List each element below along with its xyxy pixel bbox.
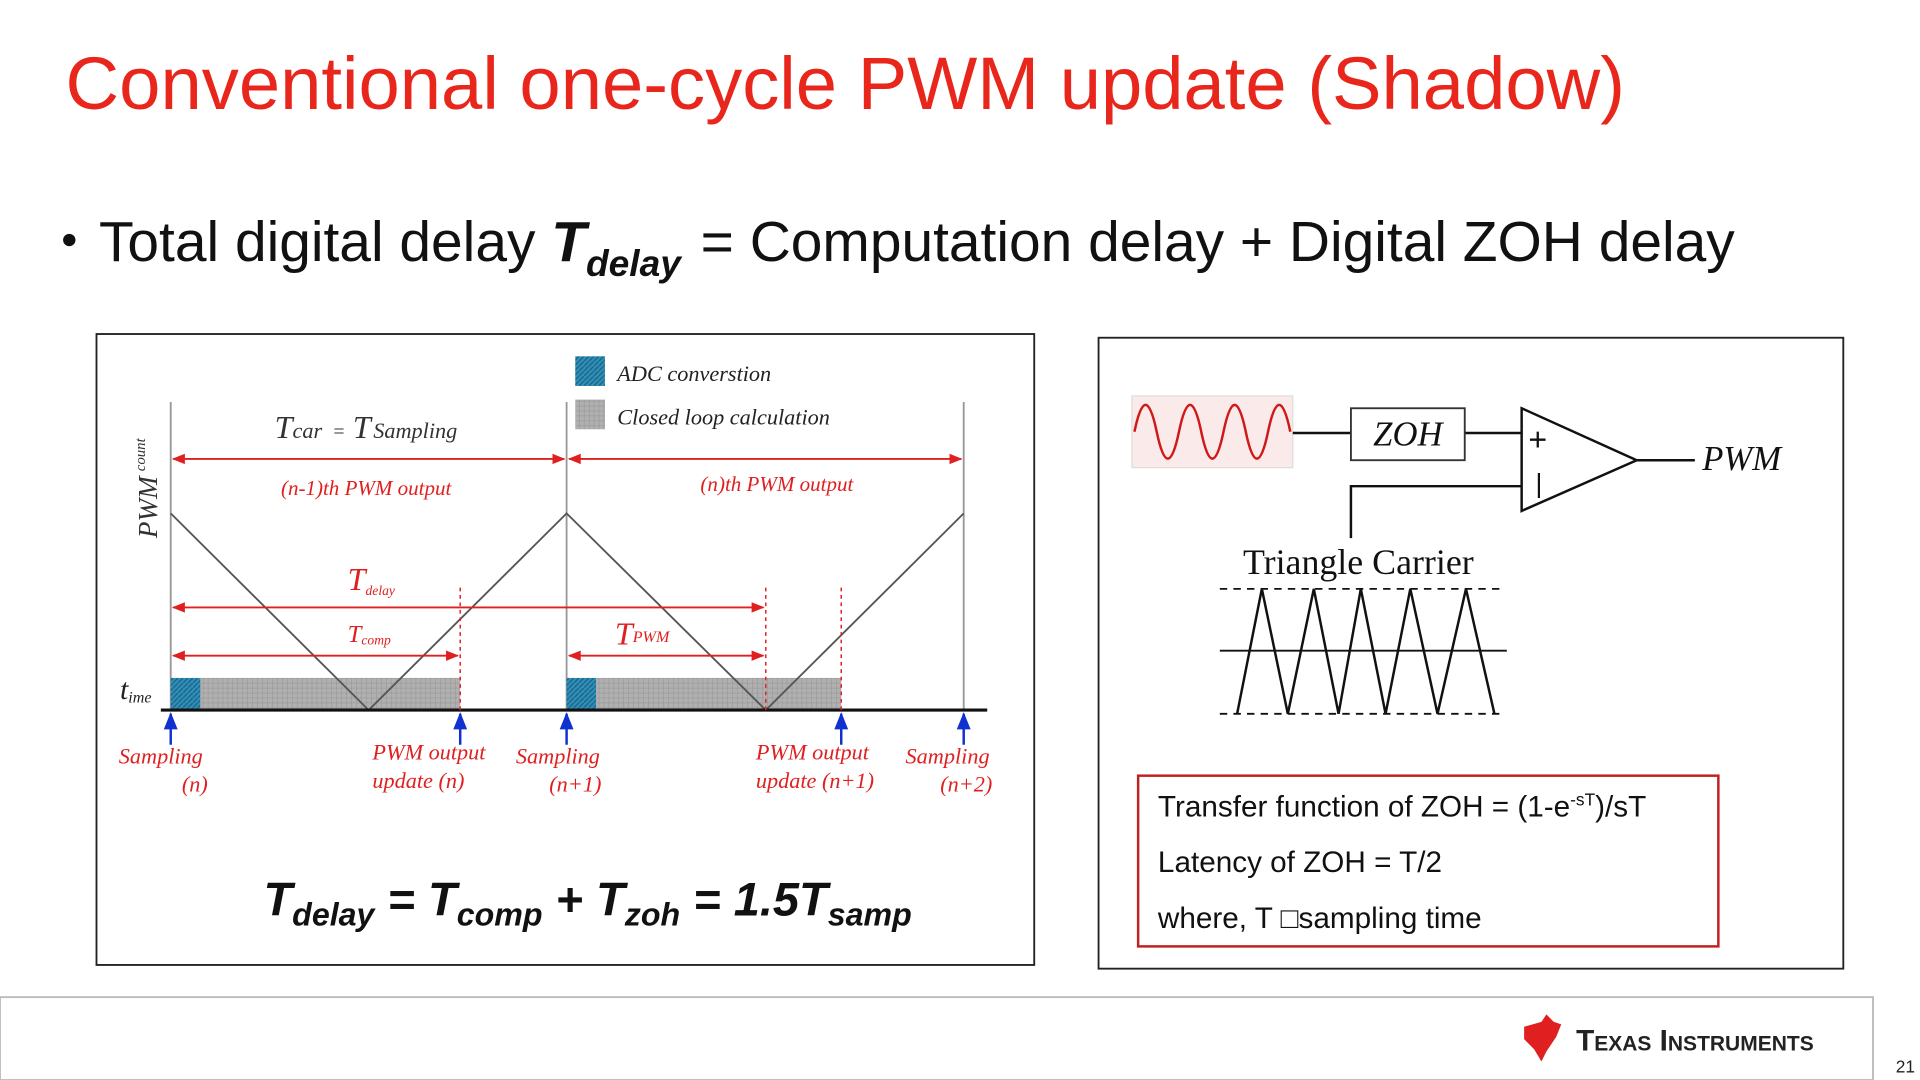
block-diagram: ZOH + | PWM Triangle Carrier Transfer fu… [1097, 336, 1845, 970]
formula-main: T [428, 872, 461, 925]
label-sub: car [293, 418, 323, 443]
period-lines [169, 402, 965, 711]
formula-sub: zoh [624, 896, 680, 932]
label-main: T [615, 616, 635, 652]
diagram-frame [95, 333, 1036, 966]
bullet-symbol: T [551, 210, 590, 274]
update-lines [459, 587, 842, 711]
carrier-wave [170, 512, 965, 712]
bullet-after: = Computation delay + Digital ZOH delay [701, 210, 1736, 274]
event-label: (n) [182, 772, 208, 797]
tdelay-label: Tdelay [348, 561, 396, 598]
event-label: Sampling [906, 743, 990, 768]
red-arrows [171, 453, 963, 661]
comparator [1520, 406, 1640, 513]
formula-main: T [263, 872, 296, 925]
wires [1292, 431, 1695, 539]
formula-main: T [596, 872, 629, 925]
event-label: Sampling [119, 743, 203, 768]
event-label: update (n+1) [756, 768, 874, 793]
event-label: (n+1) [549, 772, 601, 797]
bullet-text: Total digital delay Tdelay = Computation … [99, 210, 1735, 284]
label-sub: PWM [632, 629, 671, 646]
legend-adc [575, 356, 605, 386]
note-part: Transfer function of ZOH = (1-e [1158, 790, 1570, 823]
brand-name: Texas Instruments [1576, 1024, 1814, 1057]
carrier-plot [1219, 587, 1507, 715]
label-sub: delay [366, 583, 396, 598]
notes-box [1136, 774, 1720, 948]
slide-title: Conventional one-cycle PWM update (Shado… [66, 42, 1625, 125]
legend-label: Closed loop calculation [617, 404, 830, 429]
calc-block [200, 677, 461, 711]
footer-bar [0, 996, 1874, 1080]
event-label: Sampling [516, 743, 600, 768]
event-label: update (n) [372, 768, 464, 793]
formula-op: = [387, 872, 414, 925]
ti-logo [1524, 1014, 1562, 1062]
period-label: (n)th PWM output [700, 472, 854, 496]
signal-wave [1133, 403, 1292, 460]
event-labels: Sampling (n) PWM output update (n) Samplin… [119, 740, 993, 797]
note-sup: -sT [1570, 789, 1595, 809]
label-main: PWM [133, 475, 163, 539]
label-sub: comp [361, 633, 391, 648]
carrier-label: Triangle Carrier [1243, 542, 1474, 582]
label-sub: ime [128, 690, 151, 707]
formula-main: 1.5T [734, 872, 832, 925]
label-main: t [120, 674, 129, 706]
event-arrows [163, 712, 971, 745]
note-part: )/sT [1595, 790, 1646, 823]
event-label: (n+2) [940, 772, 992, 797]
note-line: where, T □sampling time [1157, 902, 1482, 935]
bullet-dot [63, 233, 76, 247]
adc-block [170, 677, 201, 711]
plus-sign: + [1528, 421, 1547, 457]
calc-block [596, 677, 842, 711]
label-main: T [348, 561, 368, 597]
event-label: PWM output [755, 740, 870, 765]
legend-calc [575, 399, 605, 430]
formula-sub: samp [828, 896, 912, 932]
zoh-label: ZOH [1373, 415, 1444, 453]
formula-op: = [693, 872, 720, 925]
timing-diagram: ADC converstion Closed loop calculation … [95, 333, 1036, 966]
formula-sub: delay [292, 896, 376, 932]
label-main: T [275, 409, 295, 445]
pwm-label: PWM [1701, 440, 1783, 478]
tcar-label: Tcar = T Sampling [275, 409, 458, 445]
formula-sub: comp [457, 896, 543, 932]
label-equals: = [332, 421, 345, 443]
legend-label: ADC converstion [615, 361, 771, 386]
tcomp-label: Tcomp [348, 621, 391, 648]
label-sub: count [133, 437, 149, 471]
label-sub: Sampling [373, 418, 457, 443]
delay-formula: Tdelay = Tcomp + Tzoh = 1.5Tsamp [263, 872, 911, 935]
zoh-block [1350, 407, 1466, 462]
signal-box [1131, 395, 1294, 469]
label-main: T [353, 409, 373, 445]
minus-sign: | [1535, 467, 1542, 498]
period-label: (n-1)th PWM output [281, 476, 453, 500]
bullet-before: Total digital delay [99, 210, 536, 274]
adc-block [566, 677, 597, 711]
note-line: Latency of ZOH = T/2 [1158, 846, 1442, 879]
bullet-subscript: delay [586, 242, 683, 284]
notes: Transfer function of ZOH = (1-e-sT)/sT L… [1157, 789, 1646, 934]
label-main: T [348, 621, 364, 648]
note-line: Transfer function of ZOH = (1-e-sT)/sT [1158, 789, 1646, 823]
page-number: 21 [1896, 1057, 1915, 1077]
tpwm-label: TPWM [615, 616, 671, 652]
bullet: Total digital delay Tdelay = Computation … [63, 210, 1735, 284]
y-axis-label: PWM count [133, 437, 163, 539]
formula-op: + [556, 872, 583, 925]
time-label: time [120, 674, 151, 707]
event-label: PWM output [371, 740, 486, 765]
